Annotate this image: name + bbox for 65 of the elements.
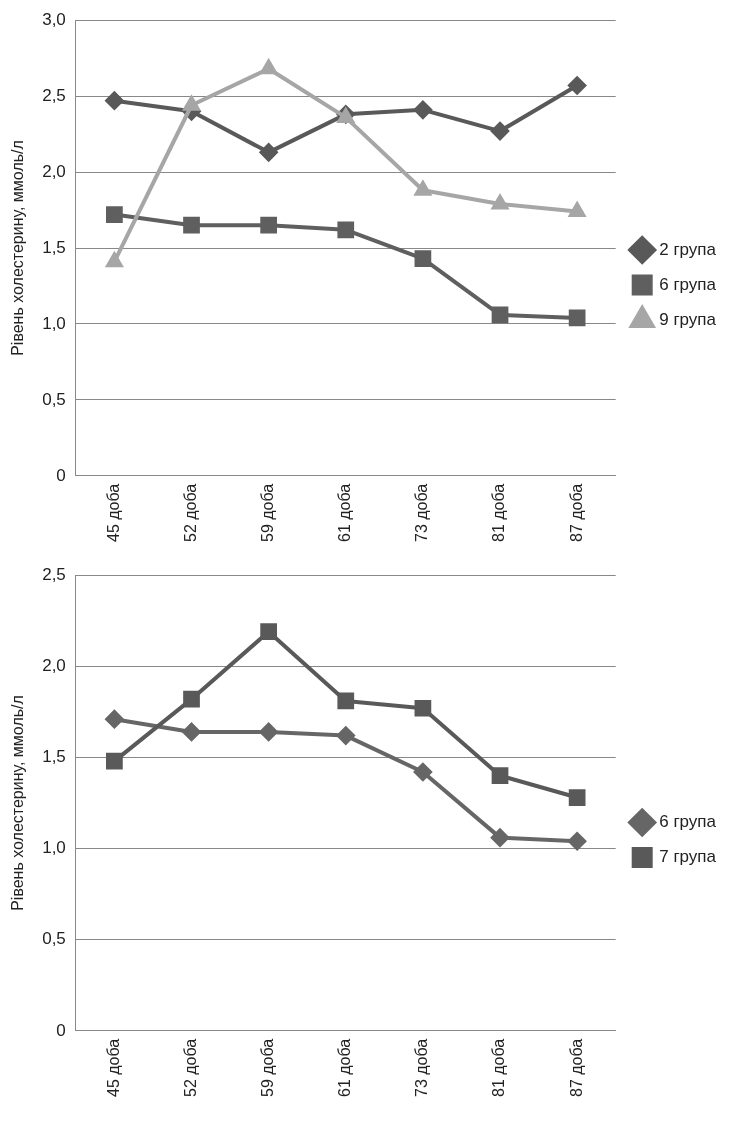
x-tick-label: 81 доба (490, 483, 508, 542)
x-tick-label: 52 доба (181, 483, 199, 542)
x-tick-label: 59 доба (259, 1038, 277, 1097)
x-tick-label: 52 доба (181, 1038, 199, 1097)
y-tick-label: 1,5 (42, 747, 66, 767)
point (491, 828, 510, 847)
point (106, 752, 123, 770)
point (259, 143, 278, 162)
legend-label: 6 група (659, 812, 717, 832)
x-tick-label: 45 доба (104, 483, 122, 542)
point (182, 722, 201, 741)
point (106, 252, 123, 268)
y-tick-label: 1,0 (42, 313, 66, 333)
y-tick-label: 0,5 (42, 929, 66, 949)
point (106, 206, 123, 223)
x-tick-label: 59 доба (259, 483, 277, 542)
y-tick-label: 1,5 (42, 237, 66, 257)
point (183, 690, 200, 708)
point (414, 181, 431, 196)
point (568, 832, 587, 851)
y-tick-label: 2,0 (42, 161, 66, 181)
y-tick-label: 0 (56, 465, 66, 485)
y-axis-title: Рівень холестерину, ммоль/л (9, 140, 27, 356)
x-tick-label: 45 доба (104, 1038, 122, 1097)
y-tick-label: 2,5 (42, 564, 66, 584)
x-tick-label: 87 доба (567, 483, 585, 542)
legend-label: 2 група (659, 239, 717, 259)
y-tick-label: 2,5 (42, 85, 66, 105)
x-tick-label: 61 доба (336, 1038, 354, 1097)
point (183, 216, 200, 234)
point (337, 221, 355, 239)
legend-label: 7 група (659, 847, 717, 867)
point (105, 710, 124, 729)
legend-label: 9 група (659, 309, 717, 329)
point (183, 96, 200, 111)
point (491, 767, 509, 785)
legend-label: 6 група (659, 274, 717, 294)
point (413, 100, 432, 119)
x-tick-label: 61 доба (336, 483, 354, 542)
point (413, 763, 432, 782)
y-tick-label: 2,0 (42, 656, 66, 676)
point (336, 726, 355, 745)
x-tick-label: 73 доба (413, 1038, 431, 1097)
point (105, 91, 124, 110)
point (260, 59, 277, 75)
point (568, 76, 587, 95)
point (337, 692, 355, 710)
x-tick-label: 81 доба (490, 1038, 508, 1097)
point (491, 194, 509, 210)
point (491, 306, 509, 324)
point (414, 250, 432, 268)
point (260, 623, 278, 641)
y-tick-label: 0,5 (42, 389, 66, 409)
point (414, 699, 432, 717)
point (260, 216, 278, 234)
point (259, 722, 278, 741)
point (568, 309, 586, 327)
point (491, 122, 510, 141)
y-axis-title: Рівень холестерину, ммоль/л (9, 695, 27, 911)
point (568, 789, 586, 806)
y-tick-label: 0 (56, 1020, 66, 1040)
y-tick-label: 1,0 (42, 838, 66, 858)
y-tick-label: 3,0 (42, 9, 66, 29)
x-tick-label: 87 доба (567, 1038, 585, 1097)
x-tick-label: 73 доба (413, 483, 431, 542)
